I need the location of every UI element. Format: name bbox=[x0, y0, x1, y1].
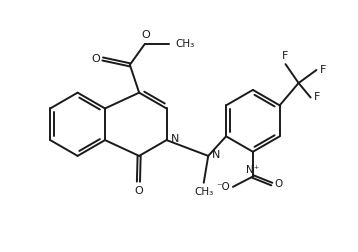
Text: ⁻O: ⁻O bbox=[217, 182, 230, 192]
Text: F: F bbox=[314, 92, 320, 103]
Text: O: O bbox=[141, 30, 150, 40]
Text: O: O bbox=[134, 186, 143, 196]
Text: O: O bbox=[91, 54, 100, 64]
Text: F: F bbox=[282, 51, 289, 61]
Text: N: N bbox=[171, 134, 180, 144]
Text: F: F bbox=[320, 65, 326, 75]
Text: N⁺: N⁺ bbox=[246, 166, 260, 175]
Text: CH₃: CH₃ bbox=[194, 187, 213, 197]
Text: N: N bbox=[212, 149, 221, 160]
Text: O: O bbox=[275, 179, 283, 189]
Text: CH₃: CH₃ bbox=[175, 39, 195, 49]
